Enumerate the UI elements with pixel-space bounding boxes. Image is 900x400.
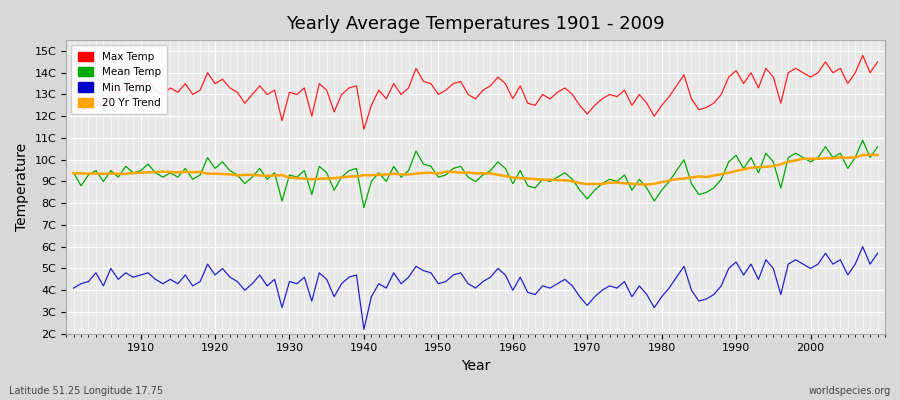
X-axis label: Year: Year xyxy=(461,359,491,373)
Title: Yearly Average Temperatures 1901 - 2009: Yearly Average Temperatures 1901 - 2009 xyxy=(286,15,665,33)
Text: worldspecies.org: worldspecies.org xyxy=(809,386,891,396)
Legend: Max Temp, Mean Temp, Min Temp, 20 Yr Trend: Max Temp, Mean Temp, Min Temp, 20 Yr Tre… xyxy=(71,45,166,114)
Y-axis label: Temperature: Temperature xyxy=(15,143,29,231)
Text: Latitude 51.25 Longitude 17.75: Latitude 51.25 Longitude 17.75 xyxy=(9,386,163,396)
